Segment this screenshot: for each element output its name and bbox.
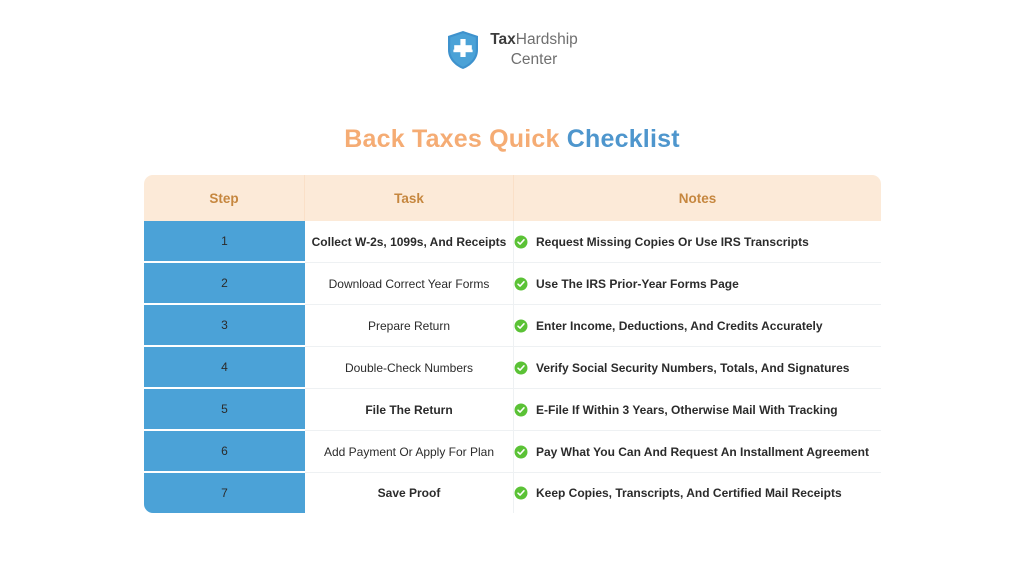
note-content: E-File If Within 3 Years, Otherwise Mail…	[514, 403, 881, 417]
cell-step: 3	[144, 305, 305, 347]
task-text: Download Correct Year Forms	[328, 276, 490, 291]
step-number: 2	[221, 276, 228, 290]
task-text: Save Proof	[377, 486, 441, 500]
check-circle-icon	[514, 486, 528, 500]
note-content: Verify Social Security Numbers, Totals, …	[514, 361, 881, 375]
cell-notes: Pay What You Can And Request An Installm…	[514, 431, 881, 473]
cell-task: Prepare Return	[305, 305, 514, 347]
note-text: Enter Income, Deductions, And Credits Ac…	[536, 318, 823, 333]
cell-notes: Verify Social Security Numbers, Totals, …	[514, 347, 881, 389]
cell-task: Double-Check Numbers	[305, 347, 514, 389]
brand-name-second-line: Center	[510, 51, 558, 68]
cell-step: 1	[144, 221, 305, 263]
check-circle-icon	[514, 277, 528, 290]
table-row: 5 File The Return E-File If Within 3 Years…	[144, 389, 881, 431]
table-row: 6 Add Payment Or Apply For Plan Pay What Y…	[144, 431, 881, 473]
table-header: Step Task Notes	[144, 175, 881, 221]
task-text: Add Payment Or Apply For Plan	[323, 444, 495, 459]
brand-name-bold: Tax	[490, 31, 516, 49]
cell-task: Add Payment Or Apply For Plan	[305, 431, 514, 473]
page-title-part-one: Back Taxes Quick	[344, 125, 567, 153]
cell-task: Download Correct Year Forms	[305, 263, 514, 305]
checklist-table-container: Step Task Notes 1 Collect W-2s, 1099s, An…	[144, 175, 881, 513]
check-circle-icon	[514, 319, 528, 332]
step-number: 6	[221, 444, 228, 458]
checklist-table: Step Task Notes 1 Collect W-2s, 1099s, An…	[144, 175, 881, 513]
table-header-row: Step Task Notes	[144, 175, 881, 221]
cell-step: 6	[144, 431, 305, 473]
cell-notes: Use The IRS Prior-Year Forms Page	[514, 263, 881, 305]
page-title: Back Taxes Quick Checklist	[0, 125, 1024, 154]
note-text: Keep Copies, Transcripts, And Certified …	[536, 486, 842, 500]
cell-step: 7	[144, 473, 305, 513]
step-number: 7	[221, 486, 228, 500]
column-header-notes: Notes	[514, 175, 881, 221]
cell-step: 5	[144, 389, 305, 431]
step-number: 5	[221, 402, 228, 416]
task-text: Collect W-2s, 1099s, And Receipts	[311, 234, 507, 249]
cell-notes: Keep Copies, Transcripts, And Certified …	[514, 473, 881, 513]
check-circle-icon	[514, 445, 528, 458]
column-header-step: Step	[144, 175, 305, 221]
brand-name: TaxHardship Center	[490, 30, 578, 70]
cell-task: Collect W-2s, 1099s, And Receipts	[305, 221, 514, 263]
note-text: E-File If Within 3 Years, Otherwise Mail…	[536, 402, 838, 417]
table-row: 1 Collect W-2s, 1099s, And Receipts Reques…	[144, 221, 881, 263]
cell-task: Save Proof	[305, 473, 514, 513]
note-text: Pay What You Can And Request An Installm…	[536, 444, 869, 459]
step-number: 4	[221, 360, 228, 374]
brand-logo: TaxHardship Center	[0, 30, 1024, 70]
note-content: Enter Income, Deductions, And Credits Ac…	[514, 319, 881, 333]
note-content: Use The IRS Prior-Year Forms Page	[514, 277, 881, 291]
cell-step: 4	[144, 347, 305, 389]
check-circle-icon	[514, 403, 528, 416]
note-text: Use The IRS Prior-Year Forms Page	[536, 276, 739, 291]
note-content: Pay What You Can And Request An Installm…	[514, 445, 881, 459]
cell-notes: Enter Income, Deductions, And Credits Ac…	[514, 305, 881, 347]
task-text: Prepare Return	[367, 318, 451, 333]
column-header-task: Task	[305, 175, 514, 221]
task-text: Double-Check Numbers	[344, 360, 474, 375]
cell-notes: Request Missing Copies Or Use IRS Transc…	[514, 221, 881, 263]
task-text: File The Return	[365, 402, 453, 417]
check-circle-icon	[514, 361, 528, 374]
note-text: Request Missing Copies Or Use IRS Transc…	[536, 234, 809, 249]
step-number: 1	[221, 234, 228, 248]
note-text: Verify Social Security Numbers, Totals, …	[536, 360, 850, 375]
table-body: 1 Collect W-2s, 1099s, And Receipts Reques…	[144, 221, 881, 513]
table-row: 7 Save Proof Keep Copies, Transcripts, And…	[144, 473, 881, 513]
step-number: 3	[221, 318, 228, 332]
check-circle-icon	[514, 235, 528, 248]
note-content: Keep Copies, Transcripts, And Certified …	[514, 486, 881, 500]
cell-step: 2	[144, 263, 305, 305]
note-content: Request Missing Copies Or Use IRS Transc…	[514, 235, 881, 249]
table-row: 2 Download Correct Year Forms Use The IRS …	[144, 263, 881, 305]
page-title-part-two: Checklist	[566, 125, 680, 153]
brand-name-regular: Hardship	[515, 31, 578, 49]
table-row: 3 Prepare Return Enter Income, Deductions,…	[144, 305, 881, 347]
table-row: 4 Double-Check Numbers Verify Social Secur…	[144, 347, 881, 389]
cell-notes: E-File If Within 3 Years, Otherwise Mail…	[514, 389, 881, 431]
cell-task: File The Return	[305, 389, 514, 431]
shield-medical-cross-icon	[448, 31, 479, 69]
